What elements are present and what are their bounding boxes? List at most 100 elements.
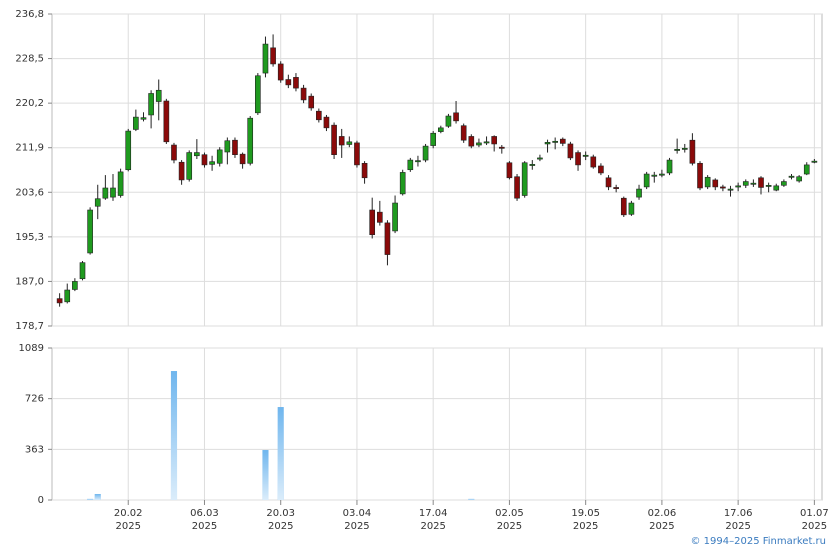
x-tick-year: 2025: [497, 521, 522, 532]
candle-body: [460, 125, 467, 141]
candle-body: [415, 160, 421, 163]
candle-body: [704, 176, 711, 188]
candle-body: [407, 159, 414, 171]
candle-body: [346, 141, 353, 145]
x-tick-label: 19.05: [571, 508, 600, 519]
candle-body: [720, 186, 726, 189]
candle-body: [468, 136, 475, 147]
candle-body: [445, 115, 452, 127]
volume-bar-shade: [87, 498, 94, 500]
candle-body: [178, 161, 185, 181]
candle-body: [216, 149, 223, 164]
candle-body: [194, 152, 200, 157]
y-tick-label: 211,9: [15, 143, 44, 154]
candle-body: [125, 130, 132, 171]
candle-body: [636, 188, 642, 198]
source: © 1994–2025 Finmarket.ru: [690, 536, 826, 547]
candle-body: [514, 176, 520, 199]
candle-body: [316, 110, 322, 121]
y-tick-label: 187,0: [15, 276, 44, 287]
candle-body: [331, 124, 337, 155]
candle-body: [354, 142, 360, 166]
candle-body: [605, 177, 612, 188]
candle-body: [598, 165, 604, 174]
candle-body: [377, 211, 383, 223]
candle-body: [186, 152, 193, 180]
y-tick-label: 363: [25, 444, 44, 455]
candle-body: [491, 136, 497, 145]
x-tick-label: 17.06: [724, 508, 753, 519]
x-tick-year: 2025: [268, 521, 293, 532]
x-tick-year: 2025: [649, 521, 674, 532]
volume-bar-shade: [277, 407, 284, 500]
x-tick-label: 17.04: [419, 508, 448, 519]
candle-body: [781, 181, 787, 186]
candle-body: [773, 185, 780, 191]
candle-body: [155, 89, 162, 102]
y-tick-label: 220,2: [15, 98, 44, 109]
x-tick-label: 03.04: [343, 508, 372, 519]
candle-body: [87, 209, 93, 254]
candle-body: [476, 142, 482, 146]
candle-body: [148, 93, 154, 116]
candle-body: [697, 162, 703, 189]
candle-body: [651, 174, 658, 177]
candle-body: [338, 136, 345, 146]
candle-body: [453, 112, 459, 122]
candle-body: [133, 116, 139, 130]
candle-body: [811, 160, 818, 163]
candle-body: [674, 149, 680, 151]
y-tick-label: 0: [38, 495, 44, 506]
candle-body: [232, 139, 238, 155]
candle-body: [537, 157, 543, 160]
candle-body: [308, 95, 315, 109]
y-tick-label: 228,5: [15, 54, 44, 65]
x-tick-label: 02.05: [495, 508, 524, 519]
x-tick-label: 20.02: [114, 508, 143, 519]
y-tick-label: 726: [25, 394, 44, 405]
candle-body: [140, 117, 147, 120]
volume-bar-shade: [468, 498, 475, 500]
candle-body: [384, 222, 391, 255]
candle-body: [224, 140, 231, 153]
x-tick-label: 20.03: [266, 508, 295, 519]
candle-body: [735, 185, 741, 188]
plot-frame: [51, 347, 823, 501]
candle-body: [270, 47, 276, 65]
y-tick-label: 1089: [19, 343, 44, 354]
volume-bar-shade: [170, 371, 178, 500]
candle-body: [255, 75, 261, 114]
candle-body: [117, 171, 124, 196]
candle-body: [201, 154, 208, 166]
candle-body: [742, 181, 749, 186]
candle-body: [56, 298, 63, 304]
candle-body: [171, 144, 177, 161]
candle-body: [285, 79, 292, 86]
candle-body: [209, 161, 215, 165]
y-tick-label: 195,3: [15, 232, 44, 243]
candle-body: [659, 173, 665, 176]
candle-body: [681, 147, 688, 150]
x-tick-label: 02.06: [648, 508, 677, 519]
x-tick-label: 06.03: [190, 508, 219, 519]
candle-body: [803, 164, 810, 175]
plot-frame: [51, 13, 823, 327]
x-tick-year: 2025: [192, 521, 217, 532]
x-tick-year: 2025: [573, 521, 598, 532]
candle-body: [239, 153, 246, 165]
candle-body: [323, 116, 330, 129]
candle-body: [102, 187, 109, 199]
candle-body: [643, 173, 650, 188]
candle-body: [666, 159, 673, 174]
candle-body: [575, 152, 581, 166]
x-tick-year: 2025: [344, 521, 369, 532]
candle-body: [765, 185, 772, 187]
candle-body: [399, 172, 406, 195]
volume-bar-shade: [262, 450, 269, 500]
candle-body: [72, 281, 78, 290]
candle-body: [392, 202, 398, 232]
candle-body: [788, 175, 795, 178]
candle-body: [582, 154, 589, 157]
candle-body: [712, 179, 719, 188]
